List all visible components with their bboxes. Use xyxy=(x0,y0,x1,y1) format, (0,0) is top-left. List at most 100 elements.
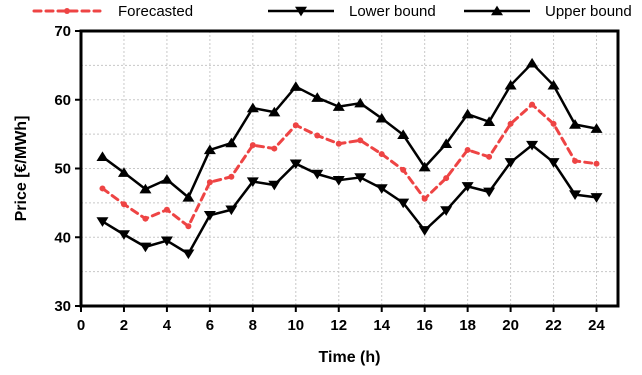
data-point-forecasted xyxy=(529,101,536,108)
data-point-lower-bound xyxy=(246,177,259,187)
data-point-forecasted xyxy=(593,160,600,167)
data-point-upper-bound xyxy=(332,101,345,111)
data-point-lower-bound xyxy=(311,169,324,180)
data-point-upper-bound xyxy=(160,174,173,184)
data-point-upper-bound xyxy=(96,151,109,162)
x-tick-label: 20 xyxy=(502,317,519,334)
data-point-upper-bound xyxy=(289,81,302,91)
data-point-forecasted xyxy=(206,179,213,186)
data-point-forecasted xyxy=(228,173,235,180)
data-point-lower-bound xyxy=(483,187,496,198)
data-point-upper-bound xyxy=(117,167,130,177)
data-point-upper-bound xyxy=(139,183,152,194)
data-point-upper-bound xyxy=(483,116,496,126)
y-tick-label: 70 xyxy=(54,23,71,40)
series-forecasted xyxy=(99,101,600,230)
series-line-upper-bound xyxy=(101,62,597,199)
data-point-upper-bound xyxy=(547,79,560,90)
series-upper-bound xyxy=(96,57,603,202)
legend-entry-lower-bound: Lower bound xyxy=(268,3,436,20)
data-point-lower-bound xyxy=(590,193,603,203)
data-point-upper-bound xyxy=(354,97,367,108)
x-tick-label: 0 xyxy=(77,317,85,334)
data-point-lower-bound xyxy=(332,175,345,186)
x-tick-label: 22 xyxy=(545,317,562,334)
series-group xyxy=(96,57,603,260)
data-point-upper-bound xyxy=(397,129,410,140)
data-point-upper-bound xyxy=(569,119,582,129)
data-point-forecasted xyxy=(357,137,364,144)
data-point-upper-bound xyxy=(182,191,195,202)
data-point-upper-bound xyxy=(203,144,216,155)
data-point-lower-bound xyxy=(268,180,281,191)
series-lower-bound xyxy=(96,140,603,260)
data-point-upper-bound xyxy=(504,79,517,90)
y-tick-label: 50 xyxy=(54,161,71,178)
legend-marker-lower-bound xyxy=(295,6,307,17)
data-point-forecasted xyxy=(550,120,557,127)
data-point-forecasted xyxy=(142,215,149,222)
x-tick-label: 14 xyxy=(373,317,390,334)
data-point-forecasted xyxy=(400,166,407,173)
x-tick-label: 2 xyxy=(120,317,128,334)
legend-label-forecasted: Forecasted xyxy=(118,3,193,20)
grid xyxy=(80,30,618,307)
data-point-upper-bound xyxy=(526,57,539,68)
data-point-forecasted xyxy=(464,146,471,153)
data-point-forecasted xyxy=(572,157,579,164)
data-point-lower-bound xyxy=(375,184,388,194)
legend-entry-forecasted: Forecasted xyxy=(32,3,193,20)
data-point-upper-bound xyxy=(225,137,238,148)
series-line-forecasted xyxy=(100,103,599,228)
y-axis-title: Price [€/MWh] xyxy=(13,116,30,222)
data-point-lower-bound xyxy=(461,182,474,192)
data-point-lower-bound xyxy=(504,158,517,168)
data-point-forecasted xyxy=(185,223,192,230)
data-point-lower-bound xyxy=(96,217,109,227)
data-point-forecasted xyxy=(120,201,127,208)
data-point-forecasted xyxy=(443,175,450,182)
data-point-forecasted xyxy=(314,132,321,139)
legend-marker-forecasted xyxy=(64,8,70,14)
x-tick-label: 16 xyxy=(416,317,433,334)
data-point-upper-bound xyxy=(590,123,603,133)
legend: Forecasted Lower bound Upper bound xyxy=(32,3,632,20)
data-point-forecasted xyxy=(421,195,428,202)
data-point-forecasted xyxy=(507,120,514,127)
data-point-forecasted xyxy=(378,151,385,158)
data-point-upper-bound xyxy=(418,161,431,172)
data-point-lower-bound xyxy=(160,236,173,247)
data-point-lower-bound xyxy=(547,158,560,168)
data-point-upper-bound xyxy=(311,92,324,102)
data-point-lower-bound xyxy=(182,249,195,260)
data-point-lower-bound xyxy=(354,173,367,183)
data-point-lower-bound xyxy=(440,206,453,216)
data-point-lower-bound xyxy=(569,190,582,201)
data-point-upper-bound xyxy=(375,112,388,123)
data-point-upper-bound xyxy=(461,108,474,119)
x-tick-label: 8 xyxy=(249,317,257,334)
y-tick-label: 60 xyxy=(54,92,71,109)
legend-label-lower-bound: Lower bound xyxy=(349,3,436,20)
legend-label-upper-bound: Upper bound xyxy=(545,3,632,20)
data-point-lower-bound xyxy=(289,159,302,170)
x-tick-label: 6 xyxy=(206,317,214,334)
x-axis-title: Time (h) xyxy=(319,349,381,366)
data-point-forecasted xyxy=(99,185,106,192)
legend-marker-upper-bound xyxy=(491,5,503,16)
data-point-lower-bound xyxy=(117,230,130,240)
data-point-forecasted xyxy=(249,142,256,149)
data-point-lower-bound xyxy=(397,198,410,209)
data-point-upper-bound xyxy=(246,102,259,113)
x-tick-label: 18 xyxy=(459,317,476,334)
data-point-upper-bound xyxy=(268,106,281,117)
x-tick-label: 10 xyxy=(287,317,304,334)
y-tick-label: 30 xyxy=(54,298,71,315)
data-point-lower-bound xyxy=(225,205,238,216)
data-point-lower-bound xyxy=(139,242,152,253)
x-tick-label: 24 xyxy=(588,317,605,334)
data-point-forecasted xyxy=(271,145,278,152)
data-point-forecasted xyxy=(335,140,342,147)
